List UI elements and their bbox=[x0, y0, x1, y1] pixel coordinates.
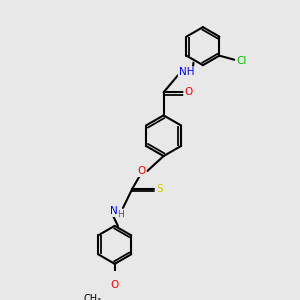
Text: S: S bbox=[157, 184, 164, 194]
Text: CH₃: CH₃ bbox=[83, 294, 101, 300]
Text: O: O bbox=[184, 87, 193, 97]
Text: NH: NH bbox=[179, 68, 194, 77]
Text: O: O bbox=[137, 166, 146, 176]
Text: O: O bbox=[111, 280, 119, 290]
Text: Cl: Cl bbox=[236, 56, 247, 65]
Text: N: N bbox=[110, 206, 118, 216]
Text: H: H bbox=[117, 210, 124, 219]
